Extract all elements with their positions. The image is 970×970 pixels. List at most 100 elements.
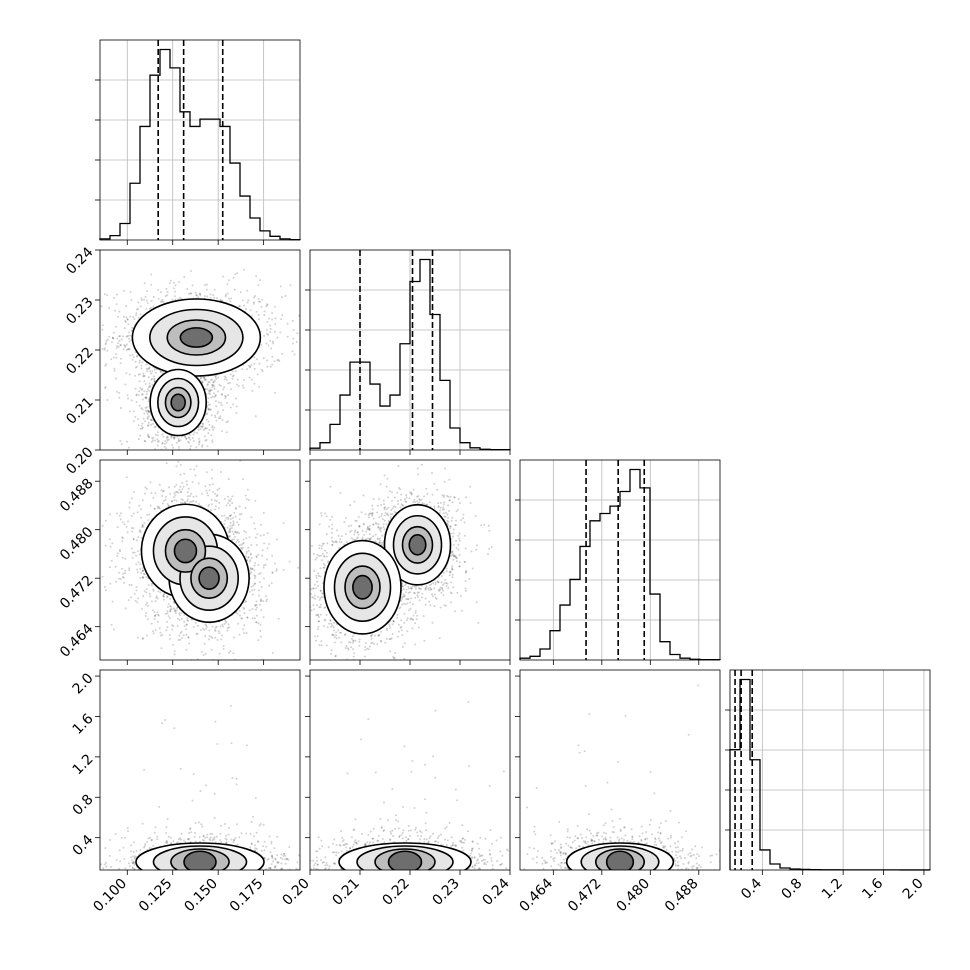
sample-point bbox=[125, 316, 128, 319]
sample-point bbox=[216, 412, 219, 415]
sample-point bbox=[251, 568, 254, 570]
sample-point bbox=[108, 306, 111, 309]
sample-point bbox=[224, 519, 227, 522]
sample-point bbox=[158, 483, 161, 486]
sample-point bbox=[161, 300, 163, 303]
sample-point bbox=[141, 422, 144, 425]
sample-point bbox=[274, 391, 277, 394]
sample-point bbox=[284, 295, 287, 297]
sample-point bbox=[128, 567, 131, 570]
sample-point bbox=[181, 501, 184, 504]
sample-point bbox=[151, 437, 154, 440]
sample-point bbox=[147, 376, 150, 379]
sample-point bbox=[232, 520, 235, 523]
sample-point bbox=[187, 636, 190, 639]
sample-point bbox=[136, 511, 139, 514]
sample-point bbox=[173, 436, 176, 439]
sample-point bbox=[213, 296, 216, 299]
sample-point bbox=[226, 627, 229, 630]
sample-point bbox=[137, 438, 140, 441]
sample-point bbox=[173, 496, 175, 498]
sample-point bbox=[135, 365, 138, 368]
sample-point bbox=[149, 418, 152, 421]
sample-point bbox=[104, 544, 107, 547]
sample-point bbox=[149, 481, 152, 484]
sample-point bbox=[214, 499, 216, 502]
sample-point bbox=[258, 385, 260, 388]
sample-point bbox=[145, 299, 148, 302]
sample-point bbox=[227, 623, 230, 626]
sample-point bbox=[173, 499, 176, 502]
sample-point bbox=[250, 585, 253, 588]
sample-point bbox=[145, 307, 148, 310]
sample-point bbox=[258, 362, 261, 365]
sample-point bbox=[175, 483, 178, 486]
sample-point bbox=[143, 412, 146, 415]
sample-point bbox=[147, 433, 150, 436]
sample-point bbox=[229, 524, 232, 527]
sample-point bbox=[253, 382, 256, 385]
sample-point bbox=[120, 443, 123, 445]
sample-point bbox=[213, 379, 216, 382]
sample-point bbox=[206, 283, 208, 286]
sample-point bbox=[166, 595, 169, 598]
sample-point bbox=[145, 363, 148, 366]
sample-point bbox=[166, 620, 168, 623]
sample-point bbox=[212, 380, 215, 383]
sample-point bbox=[160, 489, 163, 492]
sample-point bbox=[237, 385, 240, 387]
sample-point bbox=[127, 599, 130, 602]
sample-point bbox=[210, 434, 213, 437]
sample-point bbox=[259, 623, 262, 626]
sample-point bbox=[134, 374, 137, 377]
sample-point bbox=[189, 445, 192, 448]
sample-point bbox=[148, 366, 151, 369]
sample-point bbox=[179, 296, 182, 299]
sample-point bbox=[172, 287, 175, 290]
sample-point bbox=[147, 386, 150, 389]
sample-point bbox=[231, 517, 234, 519]
sample-point bbox=[165, 462, 168, 465]
sample-point bbox=[203, 642, 206, 645]
sample-point bbox=[211, 439, 214, 442]
sample-point bbox=[216, 494, 219, 497]
sample-point bbox=[203, 378, 206, 381]
sample-point bbox=[205, 438, 208, 441]
sample-point bbox=[135, 554, 138, 557]
sample-point bbox=[205, 413, 208, 416]
sample-point bbox=[210, 396, 213, 399]
sample-point bbox=[275, 538, 278, 541]
sample-point bbox=[101, 347, 104, 350]
sample-point bbox=[208, 635, 211, 637]
sample-point bbox=[204, 624, 207, 627]
sample-point bbox=[109, 513, 112, 516]
sample-point bbox=[189, 495, 191, 497]
sample-point bbox=[147, 421, 150, 424]
sample-point bbox=[217, 417, 220, 420]
sample-point bbox=[181, 482, 184, 484]
sample-point bbox=[125, 335, 128, 338]
sample-point bbox=[261, 298, 264, 301]
sample-point bbox=[217, 390, 220, 393]
sample-point bbox=[238, 610, 241, 612]
sample-point bbox=[204, 427, 207, 430]
sample-point bbox=[200, 425, 203, 428]
sample-point bbox=[267, 344, 270, 347]
sample-point bbox=[180, 618, 183, 620]
sample-point bbox=[131, 556, 134, 559]
sample-point bbox=[222, 275, 224, 278]
sample-point bbox=[148, 382, 151, 385]
sample-point bbox=[241, 542, 244, 545]
sample-point bbox=[271, 355, 274, 358]
sample-point bbox=[209, 403, 211, 406]
sample-point bbox=[147, 435, 150, 438]
sample-point bbox=[198, 437, 200, 440]
sample-point bbox=[150, 492, 153, 494]
sample-point bbox=[251, 314, 253, 317]
sample-point bbox=[146, 413, 149, 416]
sample-point bbox=[152, 589, 155, 592]
sample-point bbox=[156, 505, 159, 508]
sample-point bbox=[143, 590, 146, 593]
sample-point bbox=[230, 498, 232, 500]
sample-point bbox=[108, 538, 111, 541]
